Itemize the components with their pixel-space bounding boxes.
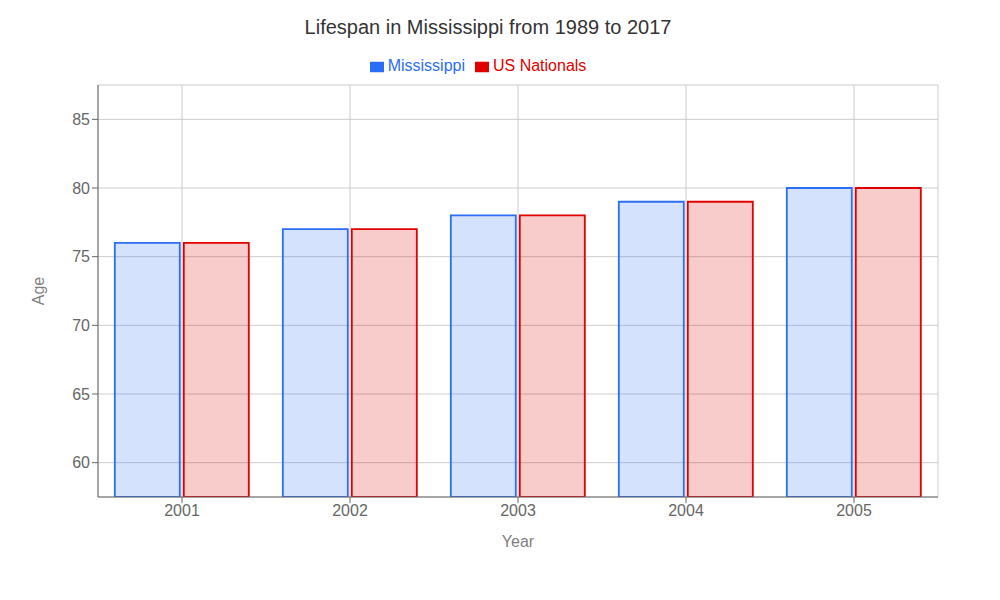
svg-text:70: 70 bbox=[72, 317, 90, 334]
svg-text:65: 65 bbox=[72, 386, 90, 403]
svg-text:Year: Year bbox=[502, 533, 535, 550]
svg-text:75: 75 bbox=[72, 248, 90, 265]
svg-text:60: 60 bbox=[72, 454, 90, 471]
html-text:Lifespan in Mississippi from 1: Lifespan in Mississippi from 1989 to 201… bbox=[304, 16, 672, 38]
svg-text:2004: 2004 bbox=[668, 502, 704, 519]
svg-text:2001: 2001 bbox=[164, 502, 200, 519]
svg-text:2002: 2002 bbox=[332, 502, 368, 519]
svg-text:80: 80 bbox=[72, 180, 90, 197]
html-text:US Nationals: US Nationals bbox=[493, 57, 587, 74]
svg-text:85: 85 bbox=[72, 111, 90, 128]
svg-text:Age: Age bbox=[30, 277, 47, 306]
html-text:Mississippi: Mississippi bbox=[387, 57, 465, 74]
svg-text:2003: 2003 bbox=[500, 502, 536, 519]
svg-text:2005: 2005 bbox=[836, 502, 872, 519]
